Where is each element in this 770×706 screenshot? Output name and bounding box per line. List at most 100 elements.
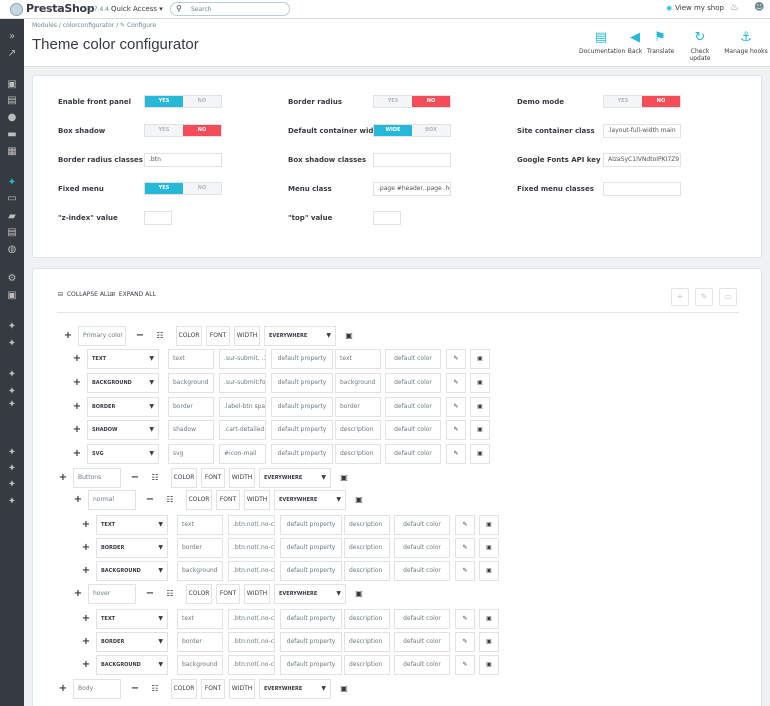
puzzle-icon[interactable]: ✦ (7, 479, 17, 490)
hierarchy-icon[interactable]: ☷ (156, 331, 164, 340)
yes-option[interactable]: YES (145, 183, 183, 194)
customers-icon[interactable]: ● (7, 112, 17, 123)
value-input[interactable]: description (344, 655, 390, 675)
box-shadow-switch[interactable]: YES NO (144, 124, 222, 137)
delete-group-icon[interactable]: ▣ (355, 495, 363, 504)
font-button[interactable]: FONT (206, 326, 230, 346)
add-button[interactable]: + (81, 565, 91, 576)
check-update-button[interactable]: ↻ Check update (680, 30, 720, 62)
add-button[interactable]: + (81, 659, 91, 670)
selector-input[interactable]: .sur-submit:fo (219, 373, 266, 393)
value-input[interactable]: description (344, 609, 390, 629)
property-input[interactable]: background (168, 373, 214, 393)
font-button[interactable]: FONT (216, 490, 240, 510)
value-input[interactable]: description (335, 420, 381, 440)
selector-input[interactable]: .btn:not(.no-cl (228, 515, 275, 535)
collapse-icon[interactable]: » (8, 31, 16, 42)
orders-icon[interactable]: ▤ (7, 95, 17, 106)
translate-button[interactable]: ⚑ Translate (647, 30, 674, 55)
puzzle-icon[interactable]: ✦ (7, 386, 17, 397)
delete-row-icon[interactable]: ▣ (470, 397, 490, 417)
fixed-menu-switch[interactable]: YES NO (144, 182, 222, 195)
value-input[interactable]: description (344, 538, 390, 558)
expand-all-button[interactable]: ⊞ EXPAND ALL (110, 291, 156, 298)
puzzle-icon[interactable]: ✦ (7, 399, 17, 410)
shipping-icon[interactable]: ▰ (8, 211, 16, 222)
yes-option[interactable]: YES (158, 127, 170, 133)
back-button[interactable]: ◀ Back (625, 30, 645, 55)
value-input[interactable]: border (335, 397, 381, 417)
value-input[interactable]: description (335, 444, 381, 464)
delete-row-icon[interactable]: ▣ (479, 632, 499, 652)
delete-row-icon[interactable]: ▣ (479, 655, 499, 675)
add-button[interactable]: + (81, 613, 91, 624)
default-property-input[interactable]: default property (280, 655, 342, 675)
add-button[interactable]: + (81, 519, 91, 530)
selector-input[interactable]: .label-btn spa (219, 397, 266, 417)
quick-access-menu[interactable]: Quick Access ▾ (111, 5, 163, 13)
property-input[interactable]: border (168, 397, 214, 417)
group-name-input[interactable]: Body (73, 679, 121, 699)
collapse-button[interactable]: − (130, 472, 140, 483)
color-button[interactable]: COLOR (171, 679, 197, 699)
google-fonts-api-key-input[interactable]: AIzaSyC1IVNdtoIPKI7Z9 (603, 153, 681, 167)
selector-input[interactable]: .sur-submit, .1 (219, 349, 266, 369)
delete-group-icon[interactable]: ▣ (345, 331, 353, 340)
border-radius-switch[interactable]: YES NO (373, 95, 451, 108)
default-property-input[interactable]: default property (271, 444, 333, 464)
default-property-input[interactable]: default property (280, 538, 342, 558)
add-child-button[interactable]: + (58, 683, 68, 694)
property-type-select[interactable]: TEXT ▼ (96, 609, 168, 629)
selector-input[interactable]: .btn:not(.no-cl (228, 561, 275, 581)
eyedropper-icon[interactable]: ✎ (446, 420, 466, 440)
puzzle-icon[interactable]: ✦ (7, 369, 17, 380)
delete-row-icon[interactable]: ▣ (479, 538, 499, 558)
color-input[interactable]: default color (385, 373, 441, 393)
delete-row-icon[interactable]: ▣ (479, 515, 499, 535)
everywhere-select[interactable]: EVERYWHERE ▼ (274, 584, 346, 604)
collapse-button[interactable]: − (130, 683, 140, 694)
add-button[interactable]: + (72, 424, 82, 435)
selector-input[interactable]: .cart-detailed- (219, 420, 266, 440)
delete-row-icon[interactable]: ▣ (470, 373, 490, 393)
font-button[interactable]: FONT (201, 468, 225, 488)
view-my-shop-link[interactable]: ◉ View my shop (666, 4, 724, 12)
add-button[interactable]: + (81, 636, 91, 647)
color-input[interactable]: default color (394, 655, 450, 675)
value-input[interactable]: description (344, 632, 390, 652)
value-input[interactable]: description (344, 515, 390, 535)
delete-row-icon[interactable]: ▣ (470, 420, 490, 440)
property-type-select[interactable]: BORDER ▼ (96, 538, 168, 558)
box-shadow-classes-input[interactable] (373, 153, 451, 167)
color-input[interactable]: default color (385, 420, 441, 440)
default-property-input[interactable]: default property (280, 609, 342, 629)
selector-input[interactable]: .btn:not(.no-cl (228, 655, 275, 675)
delete-group-icon[interactable]: ▣ (340, 473, 348, 482)
hierarchy-icon[interactable]: ☷ (151, 684, 159, 693)
add-node-button[interactable]: + (671, 288, 689, 306)
group-name-input[interactable]: Buttons (73, 468, 121, 488)
no-option[interactable]: NO (642, 96, 680, 107)
edit-node-button[interactable]: ✎ (695, 288, 713, 306)
international-icon[interactable]: ◍ (7, 244, 17, 255)
design-icon[interactable]: ▭ (7, 193, 17, 204)
messages-icon[interactable]: ▬ (7, 129, 17, 140)
eyedropper-icon[interactable]: ✎ (455, 609, 475, 629)
demo-mode-switch[interactable]: YES NO (603, 95, 681, 108)
collapse-button[interactable]: − (145, 588, 155, 599)
yes-option[interactable]: YES (145, 96, 183, 107)
property-type-select[interactable]: BORDER ▼ (96, 632, 168, 652)
hierarchy-icon[interactable]: ☷ (166, 589, 174, 598)
default-property-input[interactable]: default property (271, 420, 333, 440)
everywhere-select[interactable]: EVERYWHERE ▼ (259, 679, 331, 699)
property-type-select[interactable]: BACKGROUND ▼ (87, 373, 159, 393)
selector-input[interactable]: .btn:not(.no-cl (228, 609, 275, 629)
manage-hooks-button[interactable]: ⚓ Manage hooks (724, 30, 768, 55)
modules-icon[interactable]: ✦ (7, 177, 17, 188)
delete-row-icon[interactable]: ▣ (479, 609, 499, 629)
user-account-icon[interactable]: ☻ (754, 2, 765, 13)
border-radius-classes-input[interactable]: .btn (144, 153, 222, 167)
property-input[interactable]: shadow (168, 420, 214, 440)
container-width-switch[interactable]: WIDE BOX (373, 124, 451, 137)
prestashop-logo-icon[interactable] (10, 3, 23, 16)
